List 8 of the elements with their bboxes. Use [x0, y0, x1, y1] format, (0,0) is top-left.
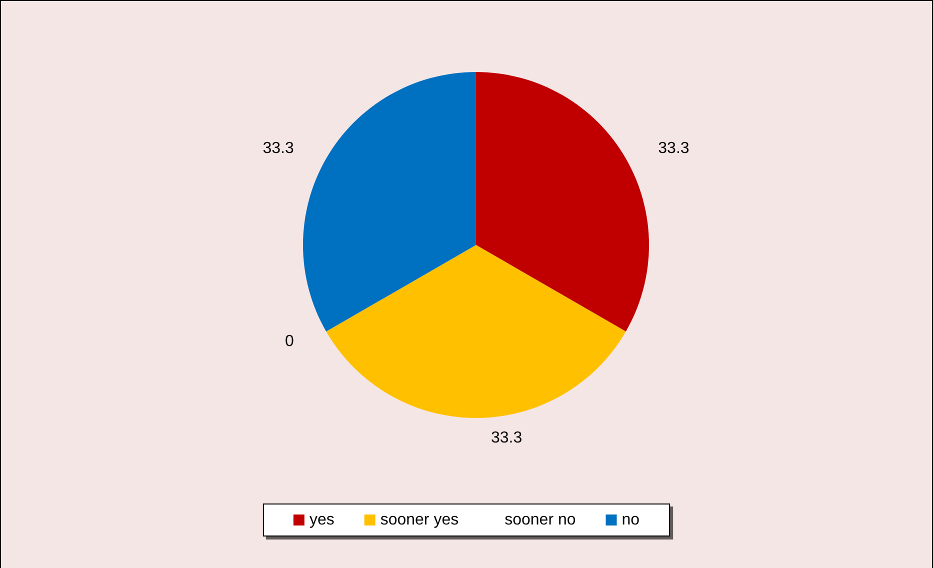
data-label: 33.3	[491, 430, 522, 446]
legend-label: no	[622, 512, 640, 528]
text: 0	[284, 333, 294, 350]
category-label: sooner no	[504, 512, 576, 528]
legend-label: sooner yes	[380, 512, 459, 528]
legend-label: yes	[309, 512, 334, 528]
data-label: 33.3	[262, 140, 294, 157]
data-label: 33.3	[658, 140, 690, 157]
